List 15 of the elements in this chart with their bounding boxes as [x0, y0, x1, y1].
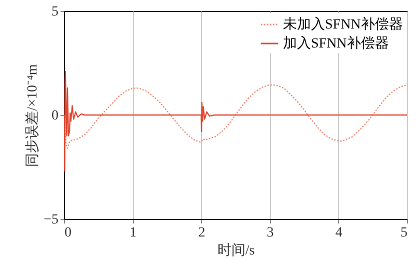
line-series	[64, 70, 407, 172]
x-axis-title: 时间/s	[217, 242, 255, 258]
legend-label: 加入SFNN补偿器	[283, 36, 389, 52]
x-tick-label: 3	[266, 226, 274, 240]
x-tick-label: 4	[335, 226, 342, 240]
x-tick-label: 5	[400, 226, 408, 240]
y-tick-label: −5	[44, 212, 58, 228]
x-tick-label: 0	[64, 226, 72, 240]
line-series	[64, 84, 407, 149]
y-tick-label: 5	[52, 4, 58, 20]
y-axis-title: 同步误差/×10⁻⁴m	[24, 64, 41, 167]
legend-label: 未加入SFNN补偿器	[283, 16, 403, 32]
y-tick-label: 0	[52, 108, 58, 124]
x-tick-label: 1	[130, 226, 137, 240]
x-tick-label: 2	[198, 226, 206, 240]
